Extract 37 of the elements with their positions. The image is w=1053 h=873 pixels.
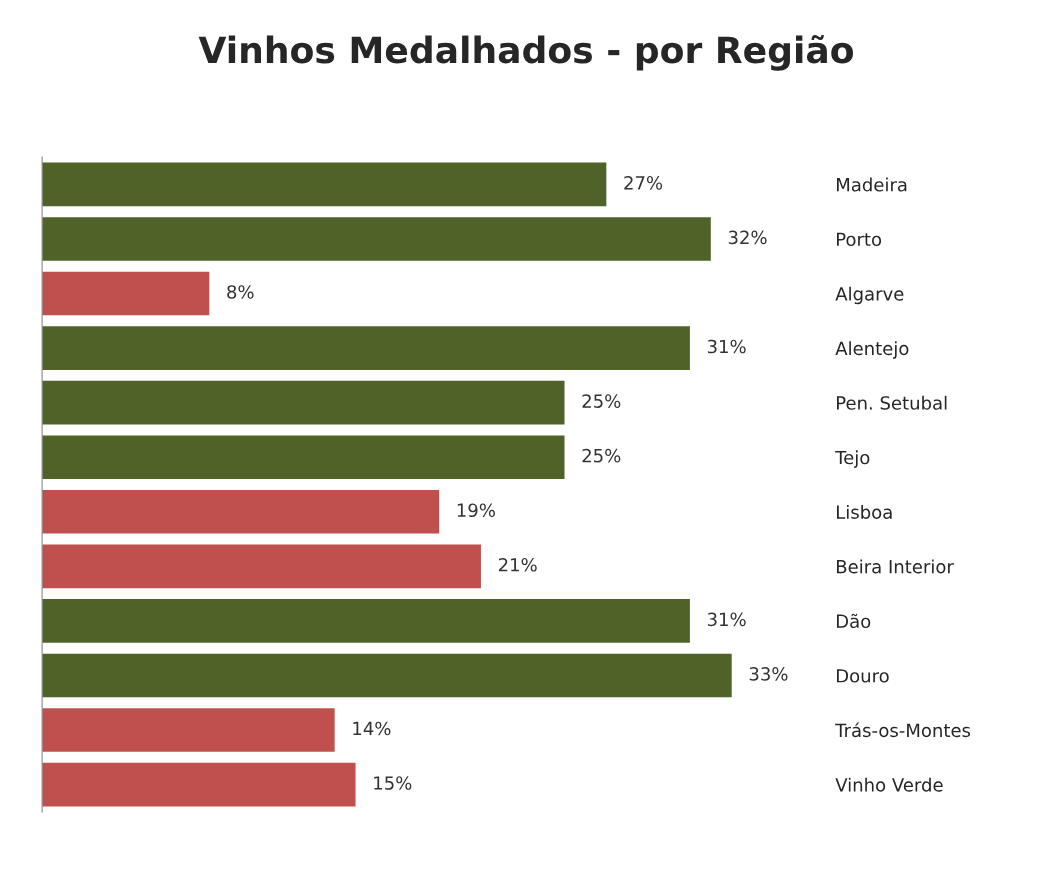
bar [42,380,565,425]
y-tick-label: Lisboa [837,504,892,519]
bar [42,162,607,207]
data-label: 31% [707,339,746,354]
bar [42,708,335,752]
bar [42,435,565,480]
bar [42,489,440,534]
data-label: 19% [457,503,495,518]
y-tick-label: Vinho Verde [835,777,943,792]
bar [42,599,690,643]
y-tick-label: Douro [837,669,889,683]
data-label: 21% [498,557,537,572]
data-label: 14% [353,721,391,736]
bar [42,217,711,261]
bar [42,544,481,589]
data-label: 15% [374,776,412,790]
y-tick-label: Trás-os-Montes [835,722,971,738]
bar [42,653,732,698]
data-label: 31% [707,612,746,627]
y-tick-label: Dão [837,613,871,629]
y-tick-label: Alentejo [835,341,909,359]
y-tick-label: Beira Interior [837,559,954,574]
bar [42,326,690,370]
y-tick-label: Tejo [835,450,870,468]
bar [42,762,356,807]
bar [42,271,210,316]
data-label: 27% [624,176,663,190]
data-label: 25% [582,448,621,463]
chart-title: Vinhos Medalhados - por Região [198,34,853,71]
data-label: 8% [227,285,254,299]
data-label: 33% [749,667,788,681]
data-label: 32% [728,230,767,245]
y-tick-label: Madeira [837,177,907,192]
data-label: 25% [582,394,621,408]
y-tick-label: Algarve [835,286,904,305]
y-tick-label: Porto [837,232,882,247]
y-tick-label: Pen. Setubal [837,395,947,410]
